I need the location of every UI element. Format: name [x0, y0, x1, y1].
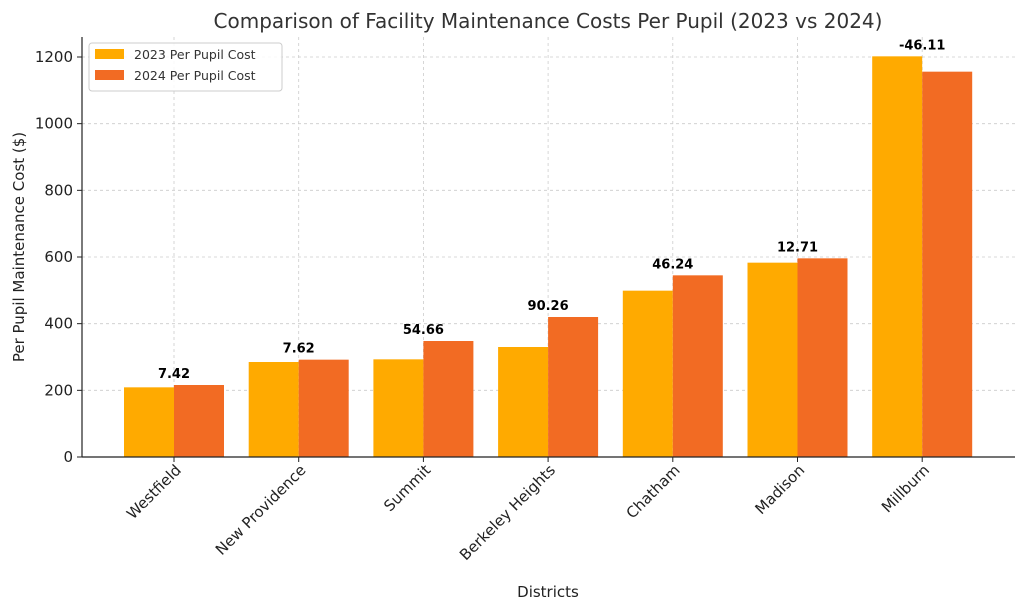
x-axis-label: Districts: [517, 583, 579, 601]
x-tick-label: New Providence: [212, 461, 310, 559]
bar-2023: [747, 262, 798, 457]
y-tick-label: 400: [44, 315, 73, 333]
bar-2023: [124, 387, 174, 457]
data-label: 54.66: [403, 323, 444, 338]
axes: 0 200 400 600 800 1000 1200 Westfield New Provid…: [35, 37, 1015, 564]
bar-2023: [622, 290, 673, 457]
y-tick-label: 600: [44, 248, 73, 266]
bar-2023: [248, 362, 299, 457]
x-tick-label: Westfield: [123, 461, 185, 523]
bar-2024: [922, 71, 973, 458]
data-label: 7.62: [283, 342, 315, 357]
x-tick-label: Summit: [380, 461, 434, 515]
legend-label: 2024 Per Pupil Cost: [134, 68, 256, 83]
y-axis-label: Per Pupil Maintenance Cost ($): [10, 132, 28, 362]
data-label: -46.11: [899, 38, 946, 53]
legend-swatch: [95, 70, 124, 80]
bar-2024: [174, 385, 224, 457]
y-tick-label: 800: [44, 181, 73, 199]
bar-2024: [672, 275, 723, 457]
bar-2023: [872, 56, 923, 457]
legend-label: 2023 Per Pupil Cost: [134, 47, 256, 62]
bar-2024: [423, 341, 474, 457]
data-label: 7.42: [158, 367, 190, 382]
bar-2024: [548, 317, 599, 457]
bar-2024: [797, 258, 848, 457]
bar-2023: [373, 359, 424, 457]
data-label: 12.71: [777, 240, 818, 255]
x-tick-label: Millburn: [878, 461, 933, 516]
y-tick-label: 1200: [35, 48, 73, 66]
x-tick-label: Madison: [752, 461, 809, 518]
data-label: 90.26: [528, 299, 569, 314]
legend-box: [88, 42, 283, 92]
x-tick-label: Berkeley Heights: [456, 461, 559, 564]
y-tick-label: 0: [63, 448, 73, 466]
legend-swatch: [95, 49, 124, 59]
y-tick-label: 1000: [35, 115, 73, 133]
bar-2023: [498, 347, 549, 457]
y-tick-label: 200: [44, 381, 73, 399]
data-labels: 7.42 7.62 54.66 90.26 46.24 12.71 -46.11: [158, 38, 945, 382]
bar-2024: [298, 359, 349, 457]
data-label: 46.24: [652, 257, 693, 272]
chart-title: Comparison of Facility Maintenance Costs…: [214, 9, 883, 33]
bars: [124, 56, 973, 458]
legend: 2023 Per Pupil Cost 2024 Per Pupil Cost: [88, 42, 283, 92]
x-tick-label: Chatham: [623, 461, 684, 522]
